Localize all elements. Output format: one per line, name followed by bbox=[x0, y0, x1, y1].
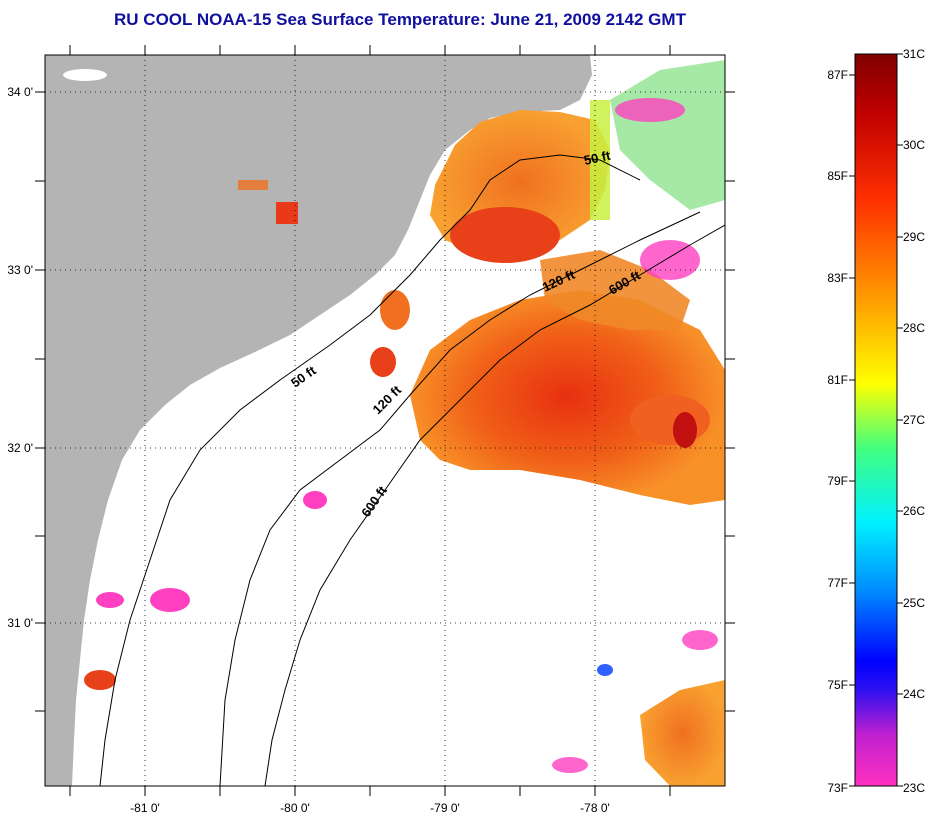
latitude-label: 32 0' bbox=[7, 441, 33, 455]
longitude-label: -79 0' bbox=[430, 801, 460, 815]
depth-contour-120ft bbox=[219, 211, 701, 786]
sst-speck bbox=[682, 630, 718, 650]
longitude-label: -81 0' bbox=[130, 801, 160, 815]
colorbar-celsius-label: 24C bbox=[903, 687, 925, 701]
colorbar-fahrenheit-label: 87F bbox=[827, 68, 848, 82]
sst-speck bbox=[552, 757, 588, 773]
sst-speck bbox=[630, 395, 710, 445]
sst-patch-central bbox=[410, 290, 725, 505]
colorbar-celsius-label: 27C bbox=[903, 413, 925, 427]
colorbar-fahrenheit-label: 77F bbox=[827, 576, 848, 590]
graticule bbox=[45, 55, 725, 786]
latitude-label: 31 0' bbox=[7, 616, 33, 630]
colorbar-fahrenheit-label: 79F bbox=[827, 474, 848, 488]
sst-speck bbox=[597, 664, 613, 676]
sst-speck bbox=[238, 180, 268, 190]
sst-speck bbox=[673, 412, 697, 448]
longitude-label: -80 0' bbox=[280, 801, 310, 815]
map-frame bbox=[44, 54, 726, 787]
colorbar-fahrenheit-label: 85F bbox=[827, 169, 848, 183]
latitude-label: 34 0' bbox=[7, 85, 33, 99]
colorbar-celsius-label: 25C bbox=[903, 596, 925, 610]
colorbar-fahrenheit-label: 81F bbox=[827, 373, 848, 387]
sst-speck bbox=[380, 290, 410, 330]
colorbar-celsius-label: 23C bbox=[903, 781, 925, 795]
longitude-label: -78 0' bbox=[580, 801, 610, 815]
depth-contour-600ft bbox=[264, 224, 725, 786]
colorbar-celsius-label: 31C bbox=[903, 47, 925, 61]
sst-patch-southeast bbox=[640, 680, 725, 786]
colorbar-fahrenheit-label: 75F bbox=[827, 678, 848, 692]
colorbar-scale bbox=[854, 53, 898, 787]
sst-speck bbox=[150, 588, 190, 612]
colorbar-fahrenheit-label: 83F bbox=[827, 271, 848, 285]
contour-label: 50 ft bbox=[583, 148, 613, 168]
axis-ticks bbox=[35, 45, 735, 796]
sst-core-north bbox=[450, 207, 560, 263]
depth-contour-50ft bbox=[99, 154, 641, 786]
sst-speck bbox=[615, 98, 685, 122]
colorbar-celsius-label: 30C bbox=[903, 138, 925, 152]
map-panel: 50 ft 120 ft 600 ft 50 ft 120 ft 600 ft bbox=[45, 55, 725, 786]
colorbar-fahrenheit-label: 73F bbox=[827, 781, 848, 795]
sst-speck bbox=[276, 202, 298, 224]
map-title: RU COOL NOAA-15 Sea Surface Temperature:… bbox=[114, 10, 686, 29]
colorbar-celsius-label: 28C bbox=[903, 321, 925, 335]
sst-speck bbox=[303, 491, 327, 509]
sst-patch-coastal-north bbox=[610, 60, 725, 210]
latitude-label: 33 0' bbox=[7, 263, 33, 277]
sst-speck bbox=[96, 592, 124, 608]
land-mass bbox=[45, 55, 592, 786]
sst-speck bbox=[640, 240, 700, 280]
colorbar: 31C 30C 29C 28C 27C 26C 25C 24C 23C 87F … bbox=[827, 47, 925, 795]
sst-speck bbox=[84, 670, 116, 690]
colorbar-celsius-label: 26C bbox=[903, 504, 925, 518]
sst-speck bbox=[370, 347, 396, 377]
sst-speck bbox=[63, 69, 107, 81]
colorbar-celsius-label: 29C bbox=[903, 230, 925, 244]
